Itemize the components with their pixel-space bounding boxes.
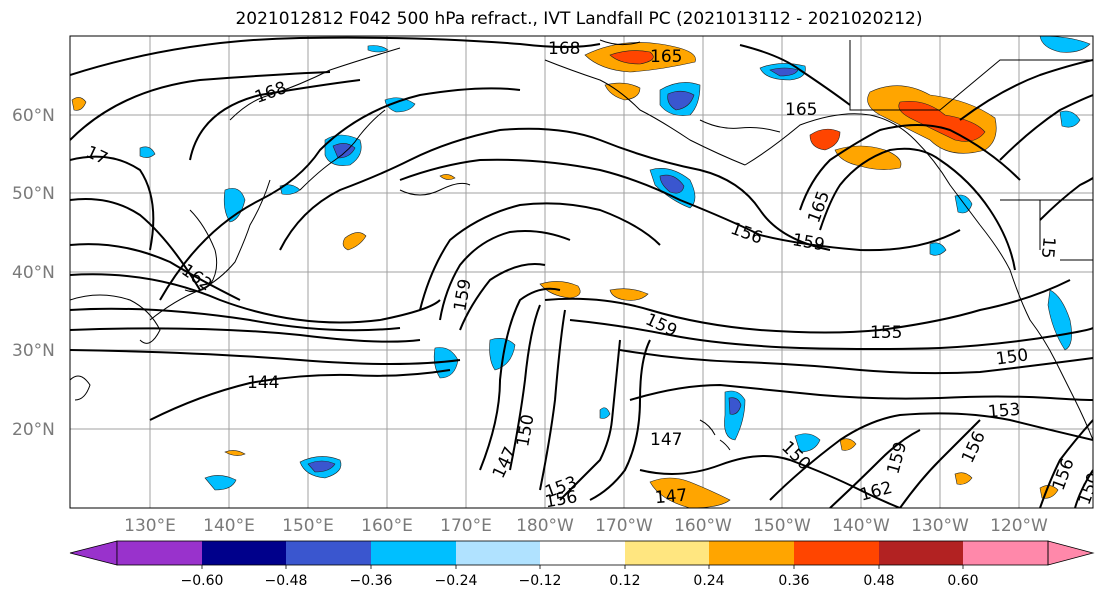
positive-anomaly-patches [71,42,1059,508]
latitude-labels: 60°N 50°N 40°N 30°N 20°N [12,106,55,440]
colorbar-tick-label: 0.36 [778,573,809,589]
lon-label: 150°E [282,516,334,536]
contour-label: 165 [785,100,817,120]
map-title: 2021012812 F042 500 hPa refract., IVT La… [235,9,923,29]
colorbar-tick-label: 0.12 [609,573,640,589]
contour-label: 147 [650,430,682,450]
colorbar-segment [709,541,794,565]
lat-label: 60°N [12,106,55,126]
colorbar-segment [286,541,371,565]
contour-label: 155 [870,323,902,343]
refractivity-contours [70,36,1093,508]
contour-label: 150 [995,345,1030,369]
lon-label: 170°W [595,516,653,536]
colorbar-tick-label: −0.12 [519,573,562,589]
contour-label: 165 [650,47,682,67]
contour-label: 15 [1037,236,1059,259]
lon-label: 150°W [753,516,811,536]
lon-label: 130°W [911,516,969,536]
lon-label: 130°E [124,516,176,536]
lon-label: 160°E [361,516,413,536]
longitude-labels: 130°E 140°E 150°E 160°E 170°E 180°W 170°… [124,516,1048,536]
lon-label: 140°W [832,516,890,536]
colorbar-segment [202,541,286,565]
contour-label: 168 [548,39,580,59]
colorbar-segment [794,541,879,565]
colorbar-extend-left [69,540,118,566]
lon-label: 120°W [990,516,1048,536]
lon-label: 170°E [440,516,492,536]
colorbar-segment [625,541,709,565]
contour-label: 144 [247,373,279,393]
lat-label: 20°N [12,420,55,440]
map-panel: 168 165 168 17 165 162 159 156 159 165 1… [69,35,1094,512]
colorbar-segment [117,541,202,565]
colorbar-segment [456,541,540,565]
colorbar-tick-label: 0.24 [693,573,724,589]
lon-label: 140°E [203,516,255,536]
colorbar-tick-label: −0.48 [265,573,308,589]
colorbar-tick-label: −0.24 [435,573,478,589]
colorbar-segment [963,541,1048,565]
lat-label: 50°N [12,184,55,204]
contour-label: 147 [654,486,688,509]
colorbar-tick-label: 0.60 [947,573,978,589]
contour-label: 156 [543,487,578,512]
lon-label: 180°W [516,516,574,536]
colorbar-extend-right [1047,540,1095,566]
colorbar-tick-label: −0.60 [181,573,224,589]
lon-label: 160°W [674,516,732,536]
lat-label: 30°N [12,341,55,361]
colorbar-tick-label: −0.36 [350,573,393,589]
colorbar-tick-label: 0.48 [863,573,894,589]
colorbar-segment [540,541,625,565]
colorbar-segment [879,541,963,565]
contour-label: 153 [987,400,1021,423]
colorbar: −0.60 −0.48 −0.36 −0.24 −0.12 0.12 0.24 … [69,540,1095,589]
negative-anomaly-patches [139,36,1091,491]
colorbar-segment [371,541,456,565]
lat-label: 40°N [12,263,55,283]
